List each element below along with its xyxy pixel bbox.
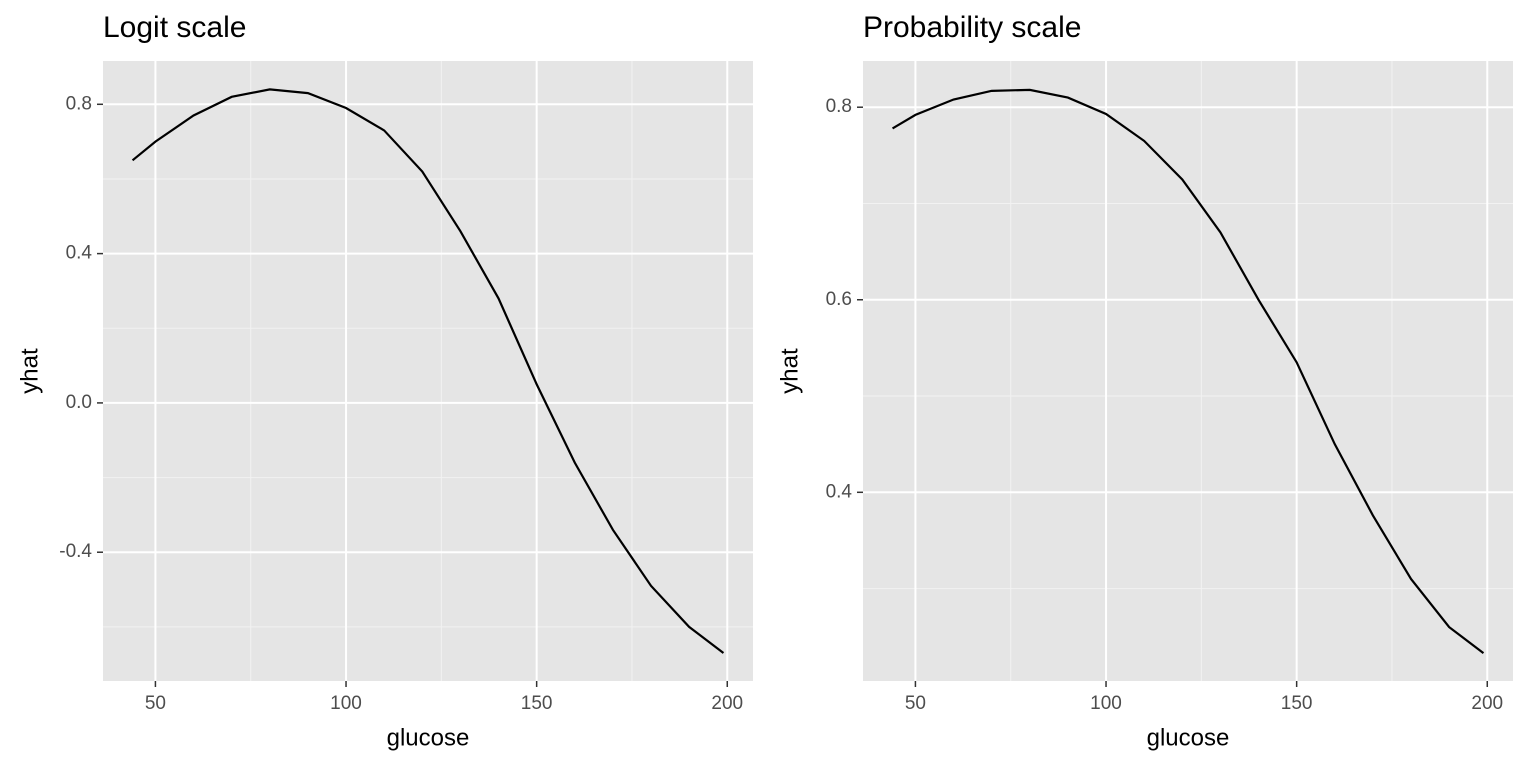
y-tick-label: -0.4 [59,541,92,562]
x-tick-label: 100 [1090,693,1122,714]
data-line [131,88,725,654]
plot-background [863,61,1513,681]
y-tick-label: 0.8 [826,96,852,117]
x-tick-label: 100 [330,693,362,714]
chart-title: Logit scale [103,11,246,44]
x-axis-label: glucose [387,724,470,751]
y-tick-label: 0.0 [66,392,92,413]
x-axis-label: glucose [1147,724,1230,751]
y-axis-label: yhat [16,348,43,394]
y-tick-label: 0.4 [826,481,853,502]
y-tick-label: 0.6 [826,289,852,310]
panel: 50 100 150 200 0.8 0.4 0.0 -0.4 Logit scale gluco… [16,11,753,751]
x-tick-label: 50 [145,693,166,714]
x-tick-label: 50 [905,693,926,714]
y-axis-label: yhat [776,348,803,394]
data-line [891,88,1485,654]
x-tick-label: 150 [521,693,553,714]
x-tick-label: 200 [711,693,743,714]
x-tick-label: 200 [1471,693,1503,714]
x-tick-label: 150 [1281,693,1313,714]
y-tick-label: 0.8 [66,93,92,114]
panel: 50 100 150 200 0.8 0.6 0.4 Probability scale glu… [776,11,1513,751]
plot-background [103,61,753,681]
y-tick-label: 0.4 [66,243,93,264]
chart-title: Probability scale [863,11,1081,44]
